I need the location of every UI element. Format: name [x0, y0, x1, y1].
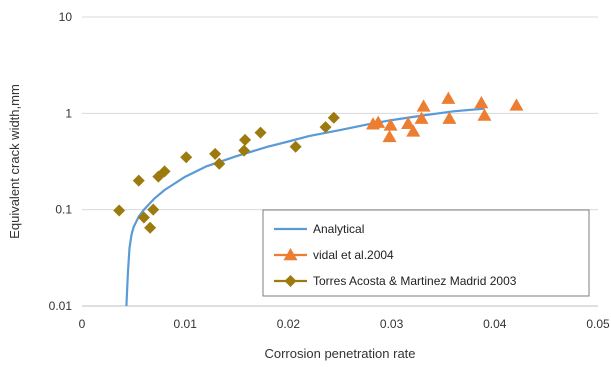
- legend-triangle-marker: [283, 248, 298, 261]
- triangle-marker: [401, 116, 416, 129]
- legend-item: Analytical: [274, 222, 364, 236]
- legend-diamond-marker: [284, 275, 297, 287]
- y-tick-label: 10: [59, 10, 73, 24]
- triangle-marker: [406, 124, 421, 137]
- triangle-marker: [371, 115, 386, 128]
- diamond-marker: [238, 144, 251, 157]
- legend-item: Torres Acosta & Martinez Madrid 2003: [274, 274, 517, 288]
- diamond-marker: [180, 151, 193, 164]
- triangle-marker: [442, 111, 457, 124]
- legend-label: vidal et al.2004: [313, 248, 394, 262]
- x-tick-label: 0.02: [277, 317, 301, 331]
- diamond-marker: [213, 157, 226, 170]
- y-tick-labels: 0.01 0.1 1 10: [49, 10, 73, 313]
- series-2: [366, 91, 524, 143]
- series-3: [113, 111, 340, 234]
- analytical-line: [125, 107, 485, 307]
- triangle-marker: [474, 96, 489, 109]
- legend: Analytical vidal et al.2004 Torres Acosta …: [262, 209, 590, 297]
- legend-box: [262, 209, 590, 297]
- triangle-marker: [382, 129, 397, 143]
- diamond-marker: [319, 121, 332, 134]
- series-1: [125, 107, 485, 307]
- diamond-marker: [254, 126, 267, 139]
- legend-label: Analytical: [313, 222, 364, 236]
- x-tick-label: 0.01: [174, 317, 198, 331]
- x-tick-label: 0: [79, 317, 86, 331]
- diamond-marker: [239, 133, 252, 146]
- diamond-marker: [137, 211, 150, 224]
- legend-item: vidal et al.2004: [274, 248, 394, 262]
- diamond-marker: [158, 165, 171, 178]
- plot-area: [113, 91, 524, 307]
- triangle-marker: [477, 108, 492, 121]
- triangle-marker: [414, 111, 429, 124]
- x-axis-title: Corrosion penetration rate: [264, 346, 415, 361]
- diamond-marker: [132, 174, 145, 187]
- legend-label: Torres Acosta & Martinez Madrid 2003: [313, 274, 517, 288]
- triangle-marker: [383, 118, 398, 131]
- triangle-marker: [416, 99, 431, 112]
- y-tick-label: 0.01: [49, 299, 73, 313]
- triangle-marker: [441, 91, 456, 104]
- x-tick-label: 0.05: [586, 317, 610, 331]
- diamond-marker: [327, 111, 340, 124]
- y-axis-title: Equivalent crack width,mm: [7, 84, 22, 239]
- diamond-marker: [144, 221, 157, 234]
- x-tick-label: 0.03: [380, 317, 404, 331]
- y-tick-label: 0.1: [55, 203, 72, 217]
- triangle-marker: [509, 98, 524, 111]
- x-tick-labels: 0 0.01 0.02 0.03 0.04 0.05: [79, 317, 610, 331]
- diamond-marker: [209, 147, 222, 160]
- diamond-marker: [289, 140, 302, 153]
- x-tick-label: 0.04: [483, 317, 507, 331]
- diamond-marker: [147, 203, 160, 216]
- y-tick-label: 1: [65, 106, 72, 120]
- legend-items: Analytical vidal et al.2004 Torres Acosta …: [274, 222, 517, 288]
- diamond-marker: [113, 204, 126, 217]
